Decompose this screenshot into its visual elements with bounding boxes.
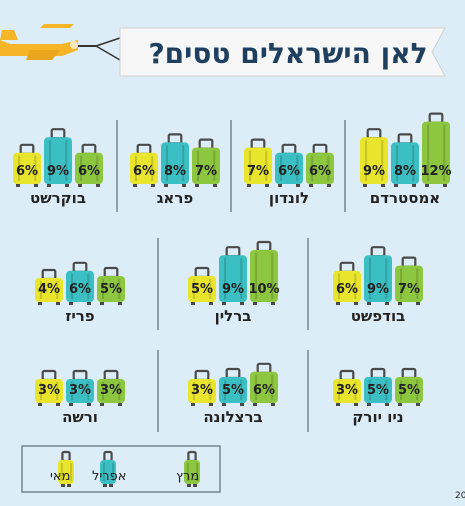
city-group: 7% 9% 6% בודפשט [333,246,423,325]
city-label: בוקרשט [30,189,86,207]
city-group: 10% 9% 5%ברלין [188,240,280,325]
legend-swatch [58,450,74,487]
suitcase-bar [219,246,247,305]
city-group: 6% 6% 7%לונדון [244,138,334,207]
data-label: 6% [278,164,300,179]
suitcase-bar [192,138,220,187]
suitcase-bar [395,256,423,305]
legend-item: מאי [50,450,74,487]
suitcase-bar [219,367,247,406]
data-label: 6% [133,164,155,179]
city-group: 6% 5% 3% ברצלונה [188,362,278,426]
city-group: 5% 5% 3% ניו יורק [333,367,423,426]
data-label: 6% [336,282,358,297]
source-note: *לפי נתוני Smartair, מאי 2017 [455,491,465,501]
data-label: 5% [222,383,244,398]
suitcase-bar [333,261,361,305]
data-label: 6% [16,164,38,179]
city-label: לונדון [269,189,309,207]
city-label: ברלין [215,307,252,325]
page-title: לאן הישראלים טסים? [148,37,427,70]
suitcase-bar [250,362,278,406]
data-label: 8% [394,164,416,179]
suitcase-bar [130,143,158,187]
suitcase-bar [44,128,72,187]
city-label: פריז [65,307,94,325]
city-label: ניו יורק [352,408,403,426]
suitcase-bar [364,367,392,406]
data-label: 7% [398,282,420,297]
legend-label: אפריל [92,469,126,484]
suitcase-bar [35,369,63,406]
city-group: 6% 9% 6% בוקרשט [13,128,103,207]
suitcase-bar [333,369,361,406]
suitcase-bar [35,268,63,305]
suitcase-bar [97,266,125,305]
city-group: 12% 8% 9% אמסטרדם [360,112,452,207]
suitcase-bar [13,143,41,187]
data-label: 5% [398,383,420,398]
suitcase-bar [395,367,423,406]
suitcase-bar [188,369,216,406]
legend-swatch [184,450,200,487]
legend-item: אפריל [92,450,126,487]
city-label: ברצלונה [203,408,262,426]
legend-item: מרץ [176,450,200,487]
suitcase-bar [97,369,125,406]
suitcase-bar [250,240,278,305]
suitcase-bar [188,266,216,305]
suitcase-bar [422,112,450,187]
data-label: 5% [191,282,213,297]
data-label: 6% [253,383,275,398]
suitcase-bar [66,261,94,305]
suitcase-bar [306,143,334,187]
data-label: 10% [248,282,279,297]
legend: מרץ אפריל מאי [21,445,221,493]
suitcase-bar [391,133,419,187]
data-label: 12% [420,164,451,179]
city-label: פראג [157,189,194,207]
city-group: 3%3%3%ורשה [35,369,125,426]
airplane-icon [0,24,121,61]
city-groups: 12%8%9%אמסטרדם6%6%7%לונדון7%8%6%פראג6%9%… [13,112,452,426]
suitcase-bar [244,138,272,187]
suitcase-bar [360,128,388,187]
data-label: 3% [336,383,358,398]
legend-swatch [100,450,116,487]
data-label: 4% [38,282,60,297]
data-label: 3% [69,383,91,398]
city-label: אמסטרדם [370,189,440,207]
suitcase-bar [364,246,392,305]
data-label: 6% [78,164,100,179]
data-label: 9% [367,282,389,297]
suitcase-bar [161,133,189,187]
data-label: 6% [309,164,331,179]
legend-label: מאי [50,469,70,484]
city-group: 5% 6% 4% פריז [35,261,125,325]
city-label: בודפשט [351,307,406,325]
data-label: 9% [222,282,244,297]
data-label: 3% [38,383,60,398]
legend-label: מרץ [176,469,199,484]
data-label: 6% [69,282,91,297]
data-label: 5% [367,383,389,398]
grid-dividers [116,120,346,432]
city-label: ורשה [62,408,98,426]
data-label: 9% [363,164,385,179]
data-label: 9% [47,164,69,179]
data-label: 3% [191,383,213,398]
data-label: 5% [100,282,122,297]
suitcase-bar [75,143,103,187]
data-label: 8% [164,164,186,179]
suitcase-bar [66,369,94,406]
data-label: 7% [195,164,217,179]
suitcase-bar [275,143,303,187]
title-banner: לאן הישראלים טסים? [119,27,446,77]
data-label: 7% [247,164,269,179]
data-label: 3% [100,383,122,398]
city-group: 7% 8% 6%פראג [130,133,220,207]
